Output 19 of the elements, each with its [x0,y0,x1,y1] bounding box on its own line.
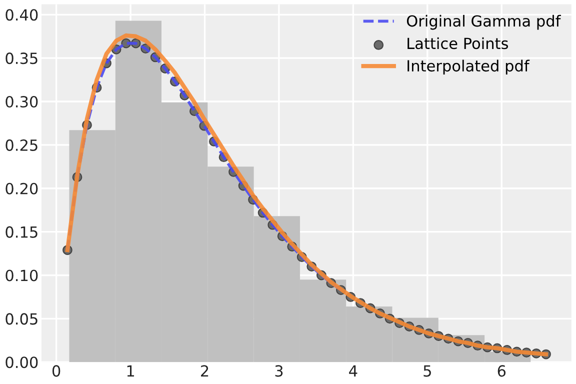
y-tick-label: 0.30 [6,96,38,108]
x-tick-label: 2 [201,365,208,376]
y-tick-label: 0.20 [6,182,38,194]
y-tick-label: 0.05 [6,313,38,325]
legend-label: Original Gamma pdf [406,14,561,30]
y-tick-label: 0.25 [6,139,38,151]
x-tick-label: 5 [424,365,431,377]
y-tick-label: 0.40 [6,9,38,21]
x-tick-label: 4 [349,365,358,376]
y-tick-label: 0.00 [6,356,38,368]
x-tick-label: 3 [275,365,283,377]
y-tick-label: 0.10 [6,270,38,282]
x-tick-label: 1 [127,365,134,376]
legend-label: Interpolated pdf [408,60,530,75]
x-tick-label: 6 [498,365,506,377]
legend-label: Lattice Points [408,37,508,50]
y-tick-label: 0.15 [6,226,38,238]
x-tick-label: 0 [52,365,60,377]
y-tick-label: 0.35 [6,52,38,64]
